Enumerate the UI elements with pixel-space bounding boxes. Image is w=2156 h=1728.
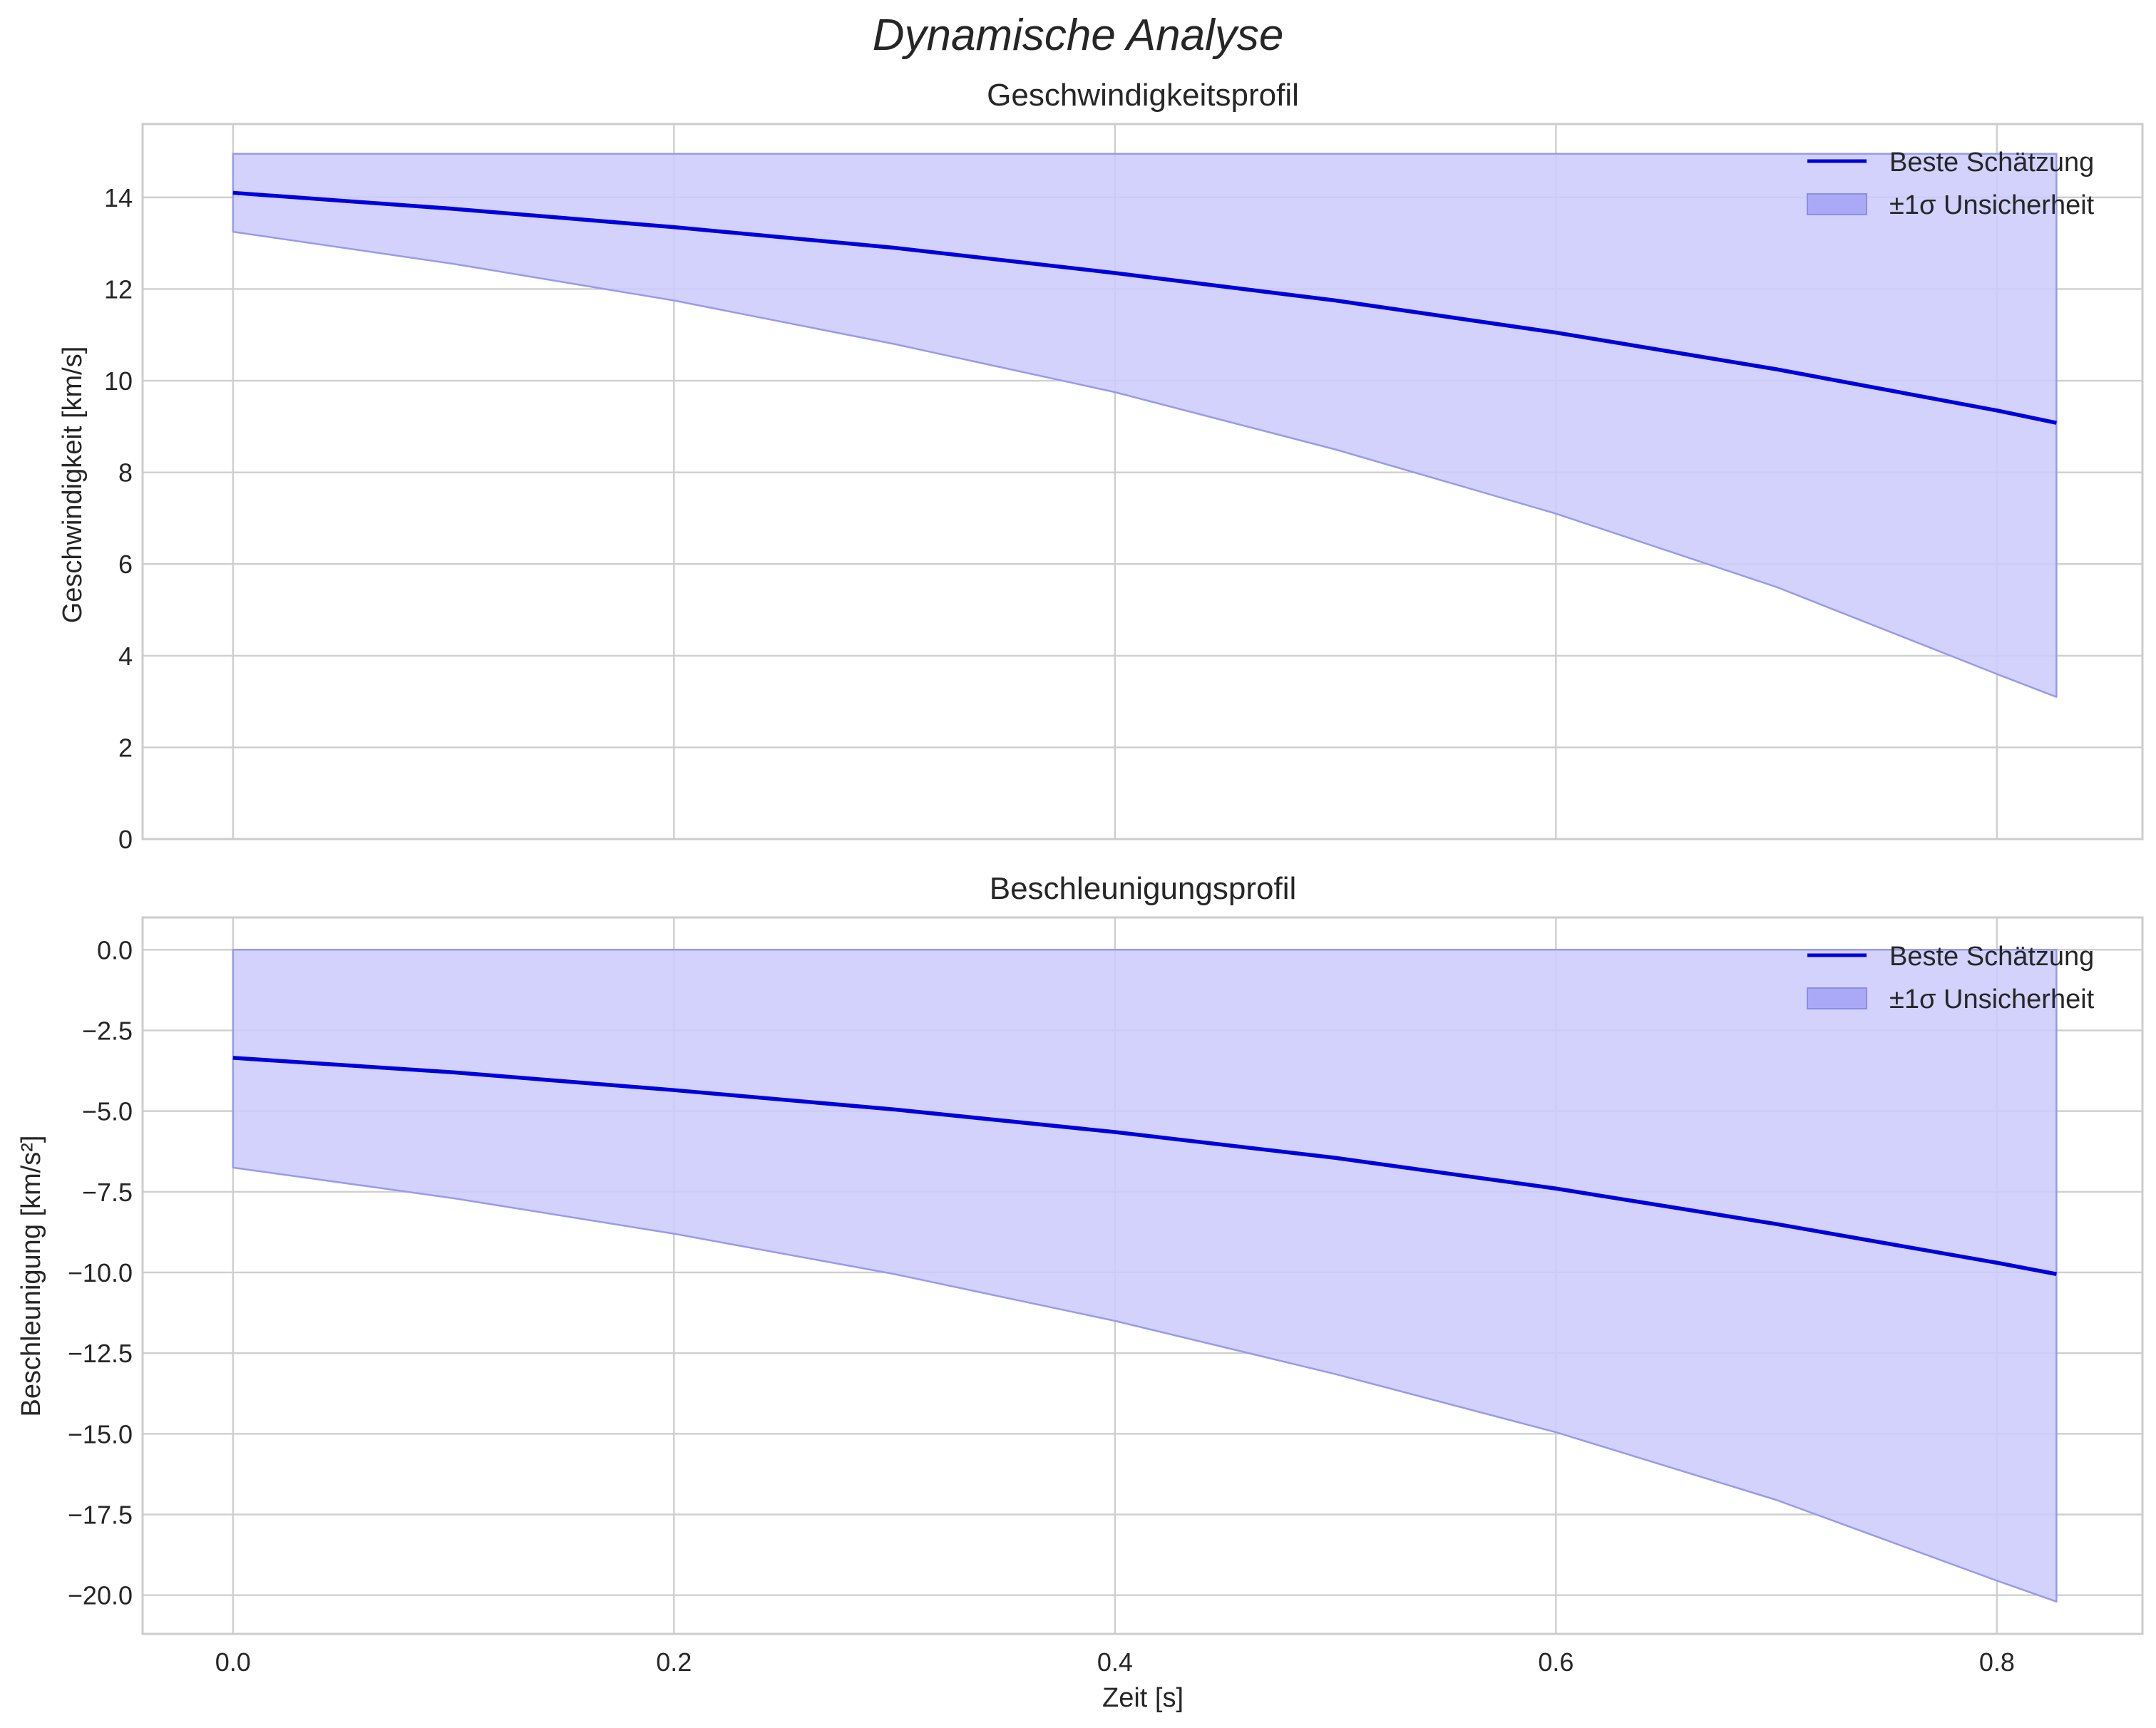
acceleration-legend-band-label: ±1σ Unsicherheit	[1889, 984, 2095, 1014]
acceleration-panel: Beschleunigungsprofil Beschleunigung [km…	[16, 871, 2144, 1677]
acceleration-y-tick-label: −17.5	[68, 1501, 133, 1530]
acceleration-best-estimate-layer	[232, 1056, 2057, 1276]
velocity-y-tick-label: 4	[118, 642, 133, 671]
x-tick-label: 0.8	[1979, 1647, 2015, 1677]
x-tick-label: 0.0	[215, 1647, 251, 1677]
x-tick-label: 0.4	[1097, 1647, 1133, 1677]
velocity-best-estimate-line	[232, 190, 2057, 425]
acceleration-legend-band-swatch	[1807, 987, 1867, 1009]
velocity-y-tick-label: 6	[118, 550, 133, 579]
velocity-y-tick-label: 14	[104, 183, 133, 212]
acceleration-y-tick-label: −20.0	[68, 1581, 133, 1610]
velocity-legend-line-label: Beste Schätzung	[1889, 148, 2094, 178]
acceleration-y-tick-label: 0.0	[97, 935, 133, 965]
acceleration-panel-title: Beschleunigungsprofil	[990, 871, 1297, 906]
velocity-panel: Geschwindigkeitsprofil Geschwindigkeit […	[58, 78, 2144, 854]
velocity-tick-labels: 0 2 4 6 8 10 12 14	[104, 183, 133, 854]
acceleration-y-tick-label: −2.5	[82, 1016, 133, 1045]
figure-title: Dynamische Analyse	[873, 11, 1284, 60]
acceleration-uncertainty-band	[232, 949, 2058, 1603]
acceleration-y-tick-label: −5.0	[82, 1097, 133, 1126]
velocity-legend-band-swatch	[1807, 193, 1867, 215]
acceleration-best-estimate-line	[232, 1056, 2057, 1276]
x-tick-label: 0.6	[1538, 1647, 1574, 1677]
acceleration-y-tick-label: −10.0	[68, 1258, 133, 1287]
velocity-legend-band-label: ±1σ Unsicherheit	[1889, 190, 2095, 220]
acceleration-legend: Beste Schätzung ±1σ Unsicherheit	[1807, 942, 2095, 1014]
acceleration-axes-frame	[141, 916, 2144, 1635]
acceleration-tick-labels: 0.0 0.2 0.4 0.6 0.8 0.0 −2.5 −5.0 −7.5 −10.0 −12.5…	[68, 935, 2015, 1677]
acceleration-y-tick-label: −15.0	[68, 1419, 133, 1449]
acceleration-uncertainty-band-layer	[232, 949, 2058, 1603]
acceleration-y-tick-label: −12.5	[68, 1339, 133, 1368]
velocity-y-tick-label: 12	[104, 274, 133, 304]
velocity-y-tick-label: 10	[104, 366, 133, 396]
velocity-uncertainty-band-layer	[232, 153, 2058, 698]
acceleration-legend-line-label: Beste Schätzung	[1889, 942, 2094, 972]
x-axis-label: Zeit [s]	[1102, 1683, 1184, 1713]
velocity-panel-title: Geschwindigkeitsprofil	[987, 78, 1299, 113]
velocity-y-axis-label: Geschwindigkeit [km/s]	[58, 346, 88, 624]
x-tick-label: 0.2	[656, 1647, 692, 1677]
velocity-y-tick-label: 0	[118, 825, 133, 854]
velocity-y-tick-label: 2	[118, 733, 133, 762]
acceleration-y-tick-label: −7.5	[82, 1178, 133, 1207]
acceleration-y-axis-label: Beschleunigung [km/s²]	[16, 1136, 46, 1417]
velocity-y-tick-label: 8	[118, 458, 133, 488]
velocity-best-estimate-layer	[232, 190, 2057, 425]
velocity-uncertainty-band	[232, 153, 2058, 698]
velocity-axes-frame	[141, 123, 2144, 840]
velocity-legend: Beste Schätzung ±1σ Unsicherheit	[1807, 148, 2095, 220]
